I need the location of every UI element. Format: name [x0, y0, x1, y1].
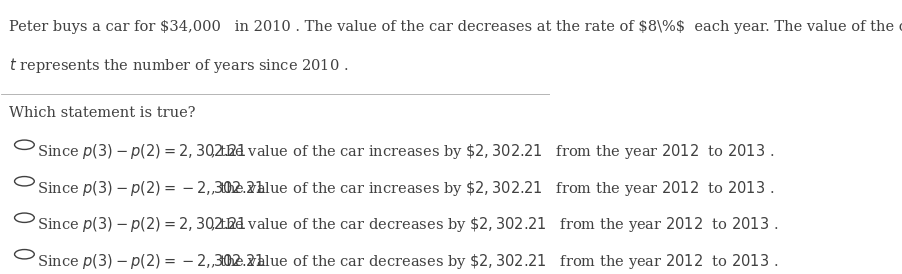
Text: Peter buys a car for $34,000   in 2010 . The value of the car decreases at the r: Peter buys a car for $34,000 in 2010 . T…	[8, 20, 902, 34]
Text: , the value of the car decreases by $\$2,302.21$   from the year $2012$  to $201: , the value of the car decreases by $\$2…	[210, 215, 778, 234]
Text: , the value of the car decreases by $\$2,302.21$   from the year $2012$  to $201: , the value of the car decreases by $\$2…	[210, 252, 778, 271]
Text: Since $p(3)-p(2)=-2,302.21$: Since $p(3)-p(2)=-2,302.21$	[37, 179, 264, 198]
Text: , the value of the car increases by $\$2,302.21$   from the year $2012$  to $201: , the value of the car increases by $\$2…	[210, 142, 774, 161]
Text: , the value of the car increases by $\$2,302.21$   from the year $2012$  to $201: , the value of the car increases by $\$2…	[210, 179, 774, 198]
Text: Since $p(3)-p(2)=2,302.21$: Since $p(3)-p(2)=2,302.21$	[37, 215, 246, 234]
Text: $t$ represents the number of years since 2010 .: $t$ represents the number of years since…	[8, 56, 348, 75]
Text: Since $p(3)-p(2)=-2,302.21$: Since $p(3)-p(2)=-2,302.21$	[37, 252, 264, 271]
Text: Since $p(3)-p(2)=2,302.21$: Since $p(3)-p(2)=2,302.21$	[37, 142, 246, 161]
Text: Which statement is true?: Which statement is true?	[8, 106, 195, 120]
